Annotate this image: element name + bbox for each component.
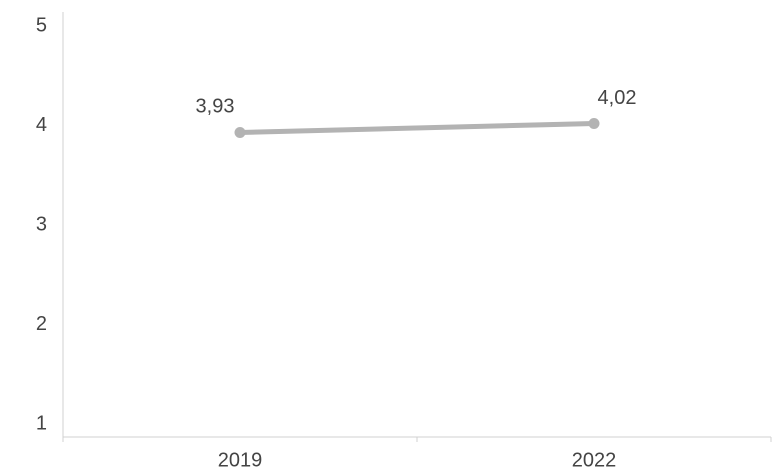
y-tick-label: 4 [36,114,47,136]
y-tick-label: 1 [36,412,47,434]
data-point [234,126,246,138]
y-tick-label: 5 [36,14,47,36]
data-label: 4,02 [598,87,637,109]
x-tick-label: 2019 [218,449,263,471]
y-tick-label: 3 [36,213,47,235]
axes [62,12,772,442]
data-label: 3,93 [196,96,235,118]
data-labels: 3,93 4,02 [196,87,637,118]
x-tick-label: 2022 [572,449,617,471]
data-point [588,118,600,130]
x-axis-ticks: 2019 2022 [218,449,617,471]
series-line [237,121,597,135]
y-tick-label: 2 [36,313,47,335]
series-layer [234,118,600,138]
y-axis-ticks: 1 2 3 4 5 [36,14,47,434]
